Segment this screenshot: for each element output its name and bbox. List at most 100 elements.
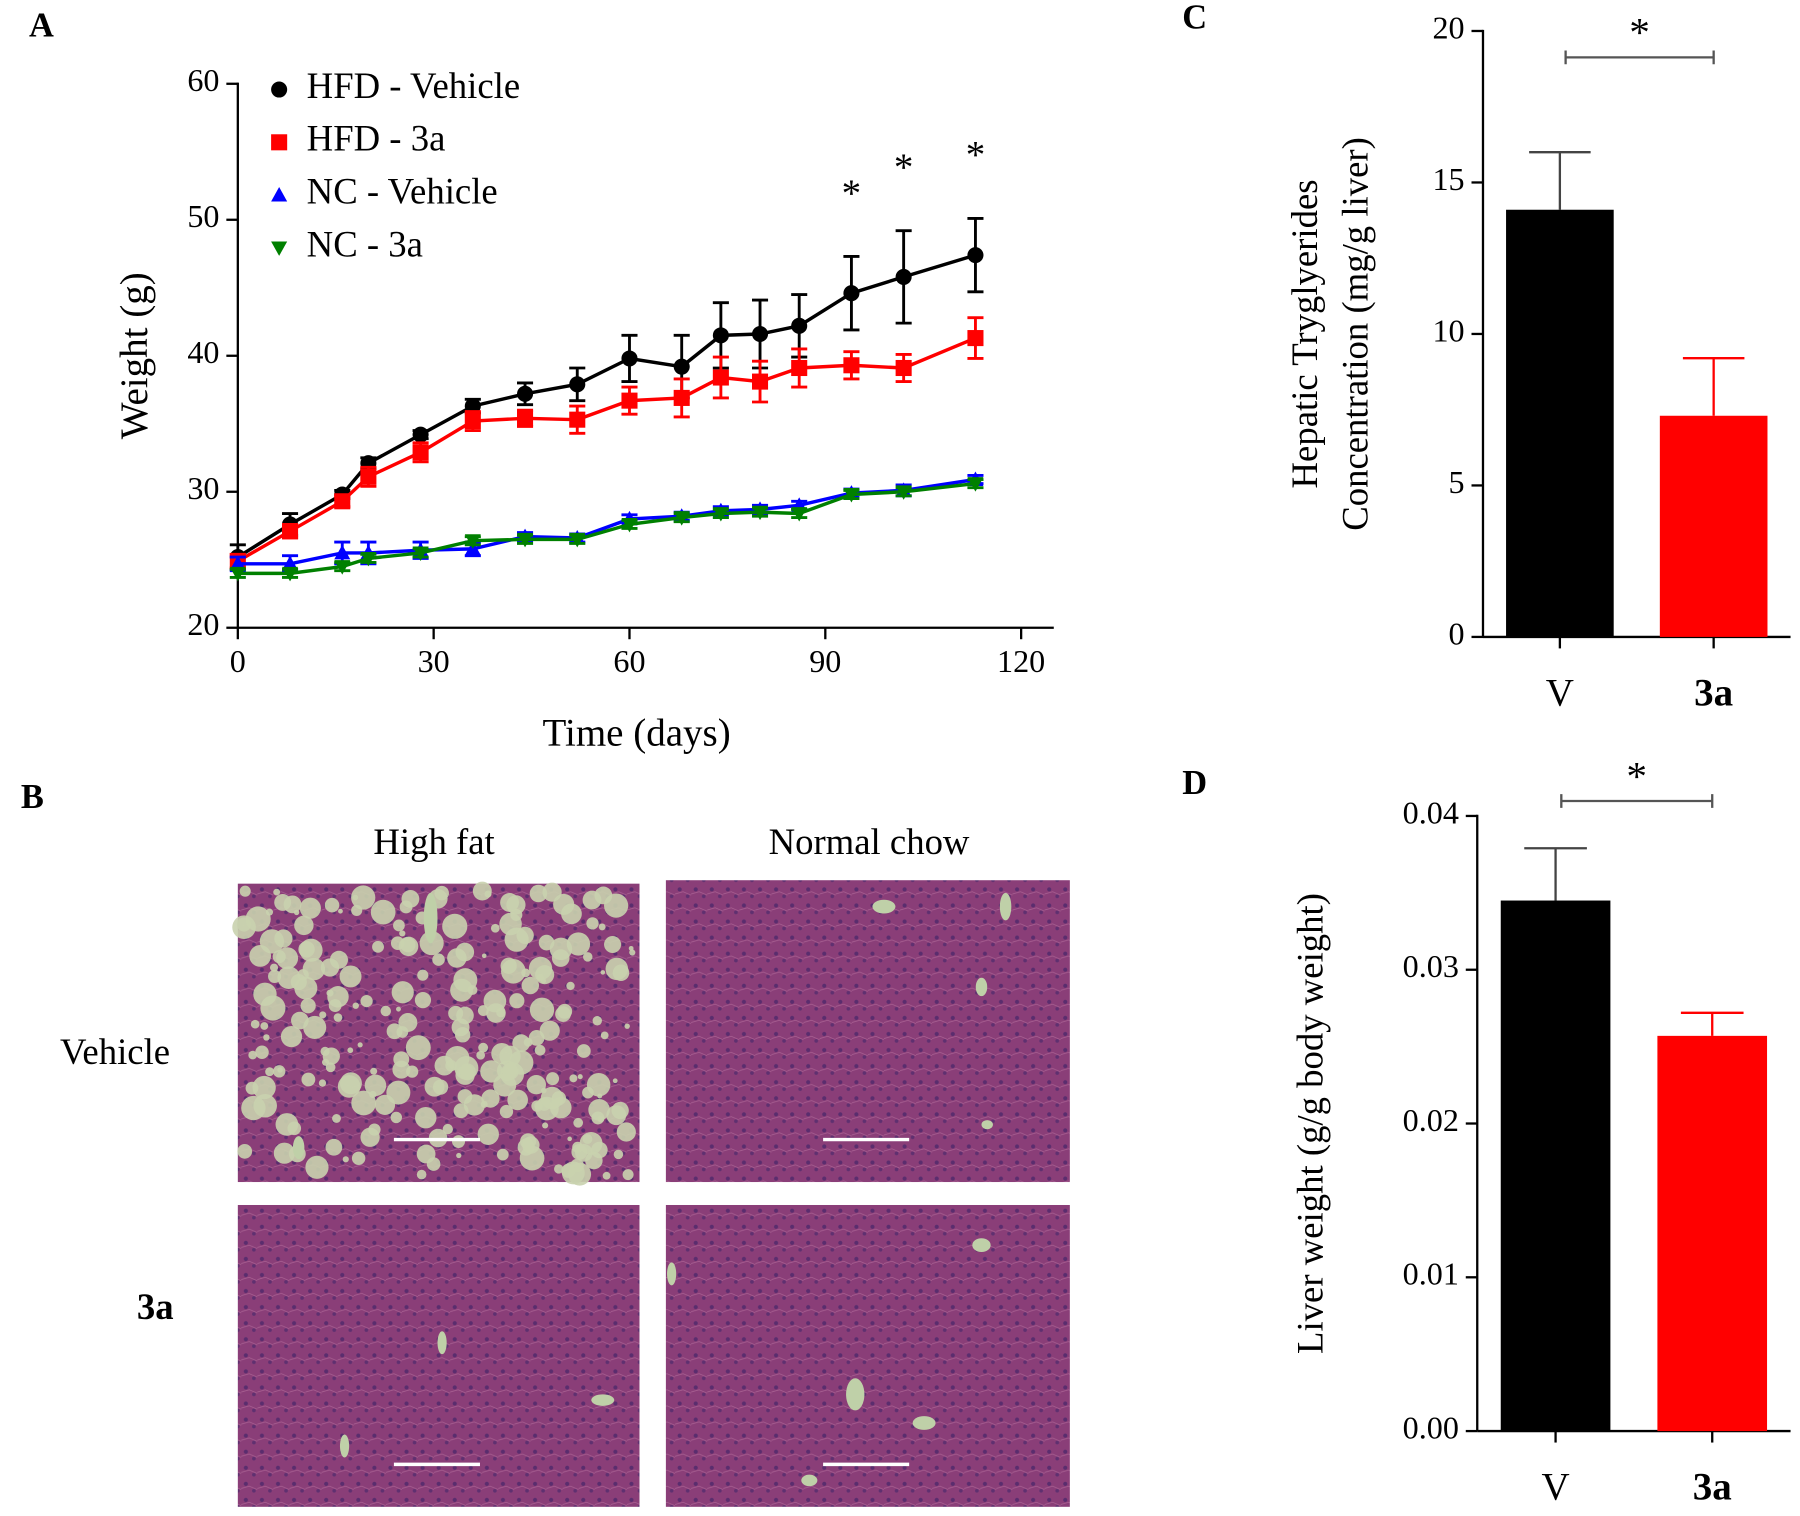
error-bar bbox=[1529, 151, 1591, 210]
marker bbox=[843, 285, 860, 302]
vessel bbox=[437, 1331, 447, 1355]
lipid-droplet bbox=[592, 1016, 602, 1026]
lipid-droplet bbox=[390, 936, 405, 950]
lipid-droplet bbox=[553, 893, 575, 915]
lipid-droplet bbox=[250, 1019, 260, 1029]
lipid-droplet bbox=[374, 1094, 396, 1115]
lipid-droplet bbox=[478, 1042, 489, 1053]
lipid-droplet bbox=[434, 1055, 455, 1076]
lipid-droplet bbox=[549, 937, 573, 961]
lipid-droplet bbox=[598, 923, 606, 931]
x-tick-label: 3a bbox=[1693, 1466, 1732, 1509]
lipid-droplet bbox=[280, 1025, 303, 1048]
lipid-droplet bbox=[493, 1073, 517, 1097]
annotation: * bbox=[842, 172, 862, 215]
marker bbox=[673, 511, 690, 526]
significance-label: * bbox=[1629, 9, 1650, 55]
lipid-droplet bbox=[416, 1169, 427, 1180]
lipid-droplet bbox=[351, 885, 376, 910]
marker bbox=[569, 411, 586, 428]
lipid-droplet bbox=[434, 885, 449, 901]
lipid-droplet bbox=[417, 969, 429, 981]
series-line bbox=[236, 253, 976, 559]
lipid-droplet bbox=[391, 981, 414, 1004]
lipid-droplet bbox=[415, 1106, 437, 1129]
lipid-droplet bbox=[555, 1006, 571, 1022]
lipid-droplet bbox=[396, 1006, 401, 1012]
lipid-droplet bbox=[432, 953, 445, 966]
lipid-droplet bbox=[550, 1096, 572, 1119]
lipid-droplet bbox=[319, 1011, 327, 1019]
marker bbox=[271, 187, 288, 202]
lipid-droplet bbox=[263, 1034, 270, 1041]
marker bbox=[752, 325, 769, 343]
lipid-droplet bbox=[536, 973, 544, 982]
lipid-droplet bbox=[326, 989, 334, 997]
panel-label: A bbox=[29, 7, 54, 45]
marker bbox=[464, 534, 481, 549]
legend-label: NC - 3a bbox=[307, 223, 423, 264]
lipid-droplet bbox=[269, 963, 279, 972]
lipid-droplet bbox=[622, 1169, 634, 1181]
lipid-droplet bbox=[360, 994, 373, 1008]
lipid-droplet bbox=[248, 1050, 257, 1060]
lipid-droplet bbox=[442, 913, 468, 939]
lipid-droplet bbox=[236, 917, 252, 932]
y-tick-label: 0.00 bbox=[1403, 1409, 1459, 1445]
lipid-droplet bbox=[477, 1123, 499, 1145]
lipid-droplet bbox=[328, 999, 342, 1012]
vessel bbox=[801, 1474, 818, 1487]
marker bbox=[791, 359, 808, 377]
lipid-droplet bbox=[372, 940, 384, 953]
lipid-droplet bbox=[347, 1047, 354, 1054]
marker bbox=[843, 488, 860, 503]
marker bbox=[712, 369, 729, 386]
marker bbox=[282, 555, 299, 571]
lipid-droplet bbox=[322, 1047, 340, 1065]
lipid-droplet bbox=[405, 1035, 431, 1061]
x-tick-label: 120 bbox=[997, 643, 1045, 679]
lipid-droplet bbox=[325, 1062, 336, 1073]
lipid-droplet bbox=[526, 1075, 546, 1095]
lipid-droplet bbox=[324, 897, 340, 913]
lipid-droplet bbox=[245, 906, 271, 932]
lipid-droplet bbox=[576, 1044, 591, 1058]
series-line bbox=[237, 481, 976, 576]
lipid-droplet bbox=[510, 908, 523, 921]
lipid-droplet bbox=[339, 965, 362, 988]
x-tick-label: 60 bbox=[613, 643, 645, 679]
lipid-droplet bbox=[299, 897, 321, 919]
lipid-droplet bbox=[305, 1155, 329, 1179]
lipid-droplet bbox=[386, 1023, 403, 1040]
row-label: 3a bbox=[137, 1286, 174, 1327]
lipid-droplet bbox=[624, 1023, 630, 1029]
y-tick-label: 0.01 bbox=[1403, 1256, 1459, 1292]
lipid-droplet bbox=[294, 976, 318, 1000]
lipid-droplet bbox=[516, 926, 534, 945]
vessel bbox=[972, 1238, 991, 1253]
series-line bbox=[237, 477, 976, 566]
lipid-droplet bbox=[273, 1142, 296, 1164]
marker bbox=[282, 523, 299, 540]
lipid-droplet bbox=[351, 904, 363, 916]
lipid-droplet bbox=[602, 1171, 611, 1180]
lipid-droplet bbox=[252, 1075, 276, 1100]
lipid-droplet bbox=[573, 1117, 584, 1128]
lipid-droplet bbox=[455, 942, 475, 962]
lipid-droplet bbox=[357, 1042, 363, 1048]
lipid-droplet bbox=[424, 1076, 445, 1097]
lipid-droplet bbox=[364, 1074, 387, 1097]
x-tick-label: 3a bbox=[1694, 672, 1733, 715]
lipid-droplet bbox=[588, 1099, 610, 1121]
vessel bbox=[667, 1262, 677, 1286]
marker bbox=[464, 413, 481, 430]
lipid-droplet bbox=[456, 1152, 462, 1159]
vessel bbox=[591, 1394, 615, 1406]
lipid-droplet bbox=[274, 929, 293, 948]
lipid-droplet bbox=[567, 1136, 572, 1142]
marker bbox=[271, 81, 288, 98]
lipid-droplet bbox=[500, 893, 520, 912]
y-tick-label: 40 bbox=[187, 334, 219, 370]
y-tick-label: 60 bbox=[187, 62, 219, 98]
lipid-droplet bbox=[616, 1122, 636, 1142]
